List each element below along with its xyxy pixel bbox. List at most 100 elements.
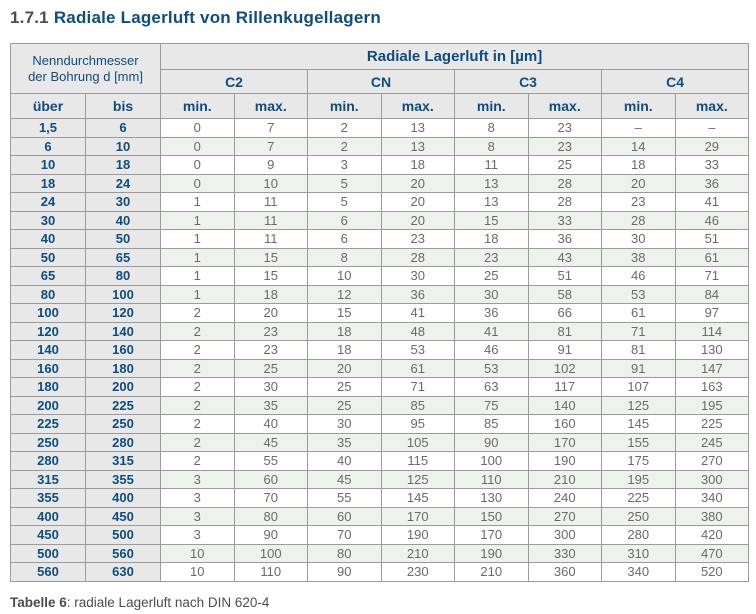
- value-cell-c3-min: 63: [454, 377, 529, 397]
- uber-cell: 180: [10, 377, 86, 397]
- value-cell-c2-min: 2: [160, 303, 235, 323]
- value-cell-cn-min: 18: [307, 340, 382, 360]
- value-cell-cn-min: 55: [307, 488, 382, 508]
- value-cell-c3-max: 140: [527, 395, 603, 415]
- bis-cell: 50: [84, 229, 162, 249]
- table-row: 50 65 1 15 8 28 23 43 38 61: [10, 247, 750, 267]
- uber-cell: 120: [10, 321, 86, 341]
- header-cn-min: min.: [307, 93, 382, 119]
- value-cell-c4-max: 29: [674, 136, 750, 156]
- value-cell-c2-max: 100: [233, 543, 309, 563]
- value-cell-cn-max: 30: [380, 266, 456, 286]
- value-cell-c3-max: 117: [527, 377, 603, 397]
- bis-cell: 6: [84, 118, 162, 138]
- header-c3-max: max.: [527, 93, 603, 119]
- value-cell-c4-min: 195: [601, 469, 676, 489]
- value-cell-cn-max: 105: [380, 432, 456, 452]
- value-cell-cn-min: 6: [307, 229, 382, 249]
- value-cell-c3-max: 190: [527, 451, 603, 471]
- value-cell-cn-min: 90: [307, 562, 382, 582]
- class-header-cn: CN: [307, 69, 456, 94]
- value-cell-cn-max: 71: [380, 377, 456, 397]
- value-cell-c3-max: 33: [527, 210, 603, 230]
- value-cell-c2-min: 3: [160, 506, 235, 526]
- value-cell-c4-min: 20: [601, 173, 676, 193]
- value-cell-c4-min: 23: [601, 192, 676, 212]
- value-cell-c3-min: 210: [454, 562, 529, 582]
- table-row: 355 400 3 70 55 145 130 240 225 340: [10, 488, 750, 508]
- value-cell-cn-max: 85: [380, 395, 456, 415]
- section-number: 1.7.1: [10, 8, 49, 27]
- table-row: 1,5 6 0 7 2 13 8 23 – –: [10, 118, 750, 138]
- value-cell-cn-max: 20: [380, 210, 456, 230]
- value-cell-c2-max: 30: [233, 377, 309, 397]
- col-group-header: Radiale Lagerluft in [µm]: [160, 43, 750, 70]
- table-row: 560 630 10 110 90 230 210 360 340 520: [10, 562, 750, 582]
- value-cell-c4-max: 147: [674, 358, 750, 378]
- table-row: 225 250 2 40 30 95 85 160 145 225: [10, 414, 750, 434]
- value-cell-c3-min: 36: [454, 303, 529, 323]
- row-group-header: Nenndurchmesser der Bohrung d [mm]: [9, 43, 162, 94]
- value-cell-c3-max: 240: [527, 488, 603, 508]
- value-cell-cn-max: 23: [380, 229, 456, 249]
- table-row: 80 100 1 18 12 36 30 58 53 84: [10, 284, 750, 304]
- value-cell-c3-max: 160: [527, 414, 603, 434]
- header-uber: über: [10, 93, 86, 119]
- bis-cell: 630: [84, 562, 162, 582]
- table-row: 40 50 1 11 6 23 18 36 30 51: [10, 229, 750, 249]
- value-cell-c4-min: 340: [601, 562, 676, 582]
- value-cell-cn-min: 5: [307, 173, 382, 193]
- value-cell-c3-min: 130: [454, 488, 529, 508]
- value-cell-c4-max: 36: [674, 173, 750, 193]
- value-cell-c3-min: 8: [454, 118, 529, 138]
- uber-cell: 100: [10, 303, 86, 323]
- class-header-c3: C3: [454, 69, 603, 94]
- value-cell-cn-min: 70: [307, 525, 382, 545]
- value-cell-c2-max: 20: [233, 303, 309, 323]
- uber-cell: 200: [10, 395, 86, 415]
- bis-cell: 140: [84, 321, 162, 341]
- bis-cell: 225: [84, 395, 162, 415]
- bis-cell: 40: [84, 210, 162, 230]
- value-cell-cn-max: 20: [380, 192, 456, 212]
- value-cell-c4-max: 163: [674, 377, 750, 397]
- value-cell-c2-min: 3: [160, 488, 235, 508]
- bis-cell: 315: [84, 451, 162, 471]
- uber-cell: 280: [10, 451, 86, 471]
- uber-cell: 450: [10, 525, 86, 545]
- value-cell-c2-min: 3: [160, 469, 235, 489]
- value-cell-cn-min: 60: [307, 506, 382, 526]
- value-cell-cn-min: 10: [307, 266, 382, 286]
- uber-cell: 10: [10, 155, 86, 175]
- bis-cell: 560: [84, 543, 162, 563]
- value-cell-c4-min: 280: [601, 525, 676, 545]
- value-cell-cn-max: 36: [380, 284, 456, 304]
- value-cell-c3-max: 102: [527, 358, 603, 378]
- value-cell-cn-max: 13: [380, 118, 456, 138]
- value-cell-c2-max: 25: [233, 358, 309, 378]
- value-cell-c4-min: 250: [601, 506, 676, 526]
- value-cell-c2-min: 1: [160, 192, 235, 212]
- value-cell-c4-min: 155: [601, 432, 676, 452]
- value-cell-c3-max: 81: [527, 321, 603, 341]
- value-cell-c4-max: 61: [674, 247, 750, 267]
- bis-cell: 250: [84, 414, 162, 434]
- value-cell-c2-min: 1: [160, 229, 235, 249]
- value-cell-c2-max: 11: [233, 229, 309, 249]
- value-cell-c3-min: 23: [454, 247, 529, 267]
- value-cell-cn-max: 18: [380, 155, 456, 175]
- uber-cell: 250: [10, 432, 86, 452]
- value-cell-c2-max: 7: [233, 118, 309, 138]
- value-cell-cn-max: 48: [380, 321, 456, 341]
- value-cell-c2-max: 80: [233, 506, 309, 526]
- header-bis: bis: [84, 93, 162, 119]
- value-cell-cn-min: 5: [307, 192, 382, 212]
- value-cell-cn-max: 28: [380, 247, 456, 267]
- uber-cell: 18: [10, 173, 86, 193]
- value-cell-c2-min: 0: [160, 173, 235, 193]
- value-cell-cn-min: 3: [307, 155, 382, 175]
- value-cell-c2-min: 2: [160, 321, 235, 341]
- uber-cell: 65: [10, 266, 86, 286]
- table-row: 18 24 0 10 5 20 13 28 20 36: [10, 173, 750, 193]
- value-cell-c4-min: 125: [601, 395, 676, 415]
